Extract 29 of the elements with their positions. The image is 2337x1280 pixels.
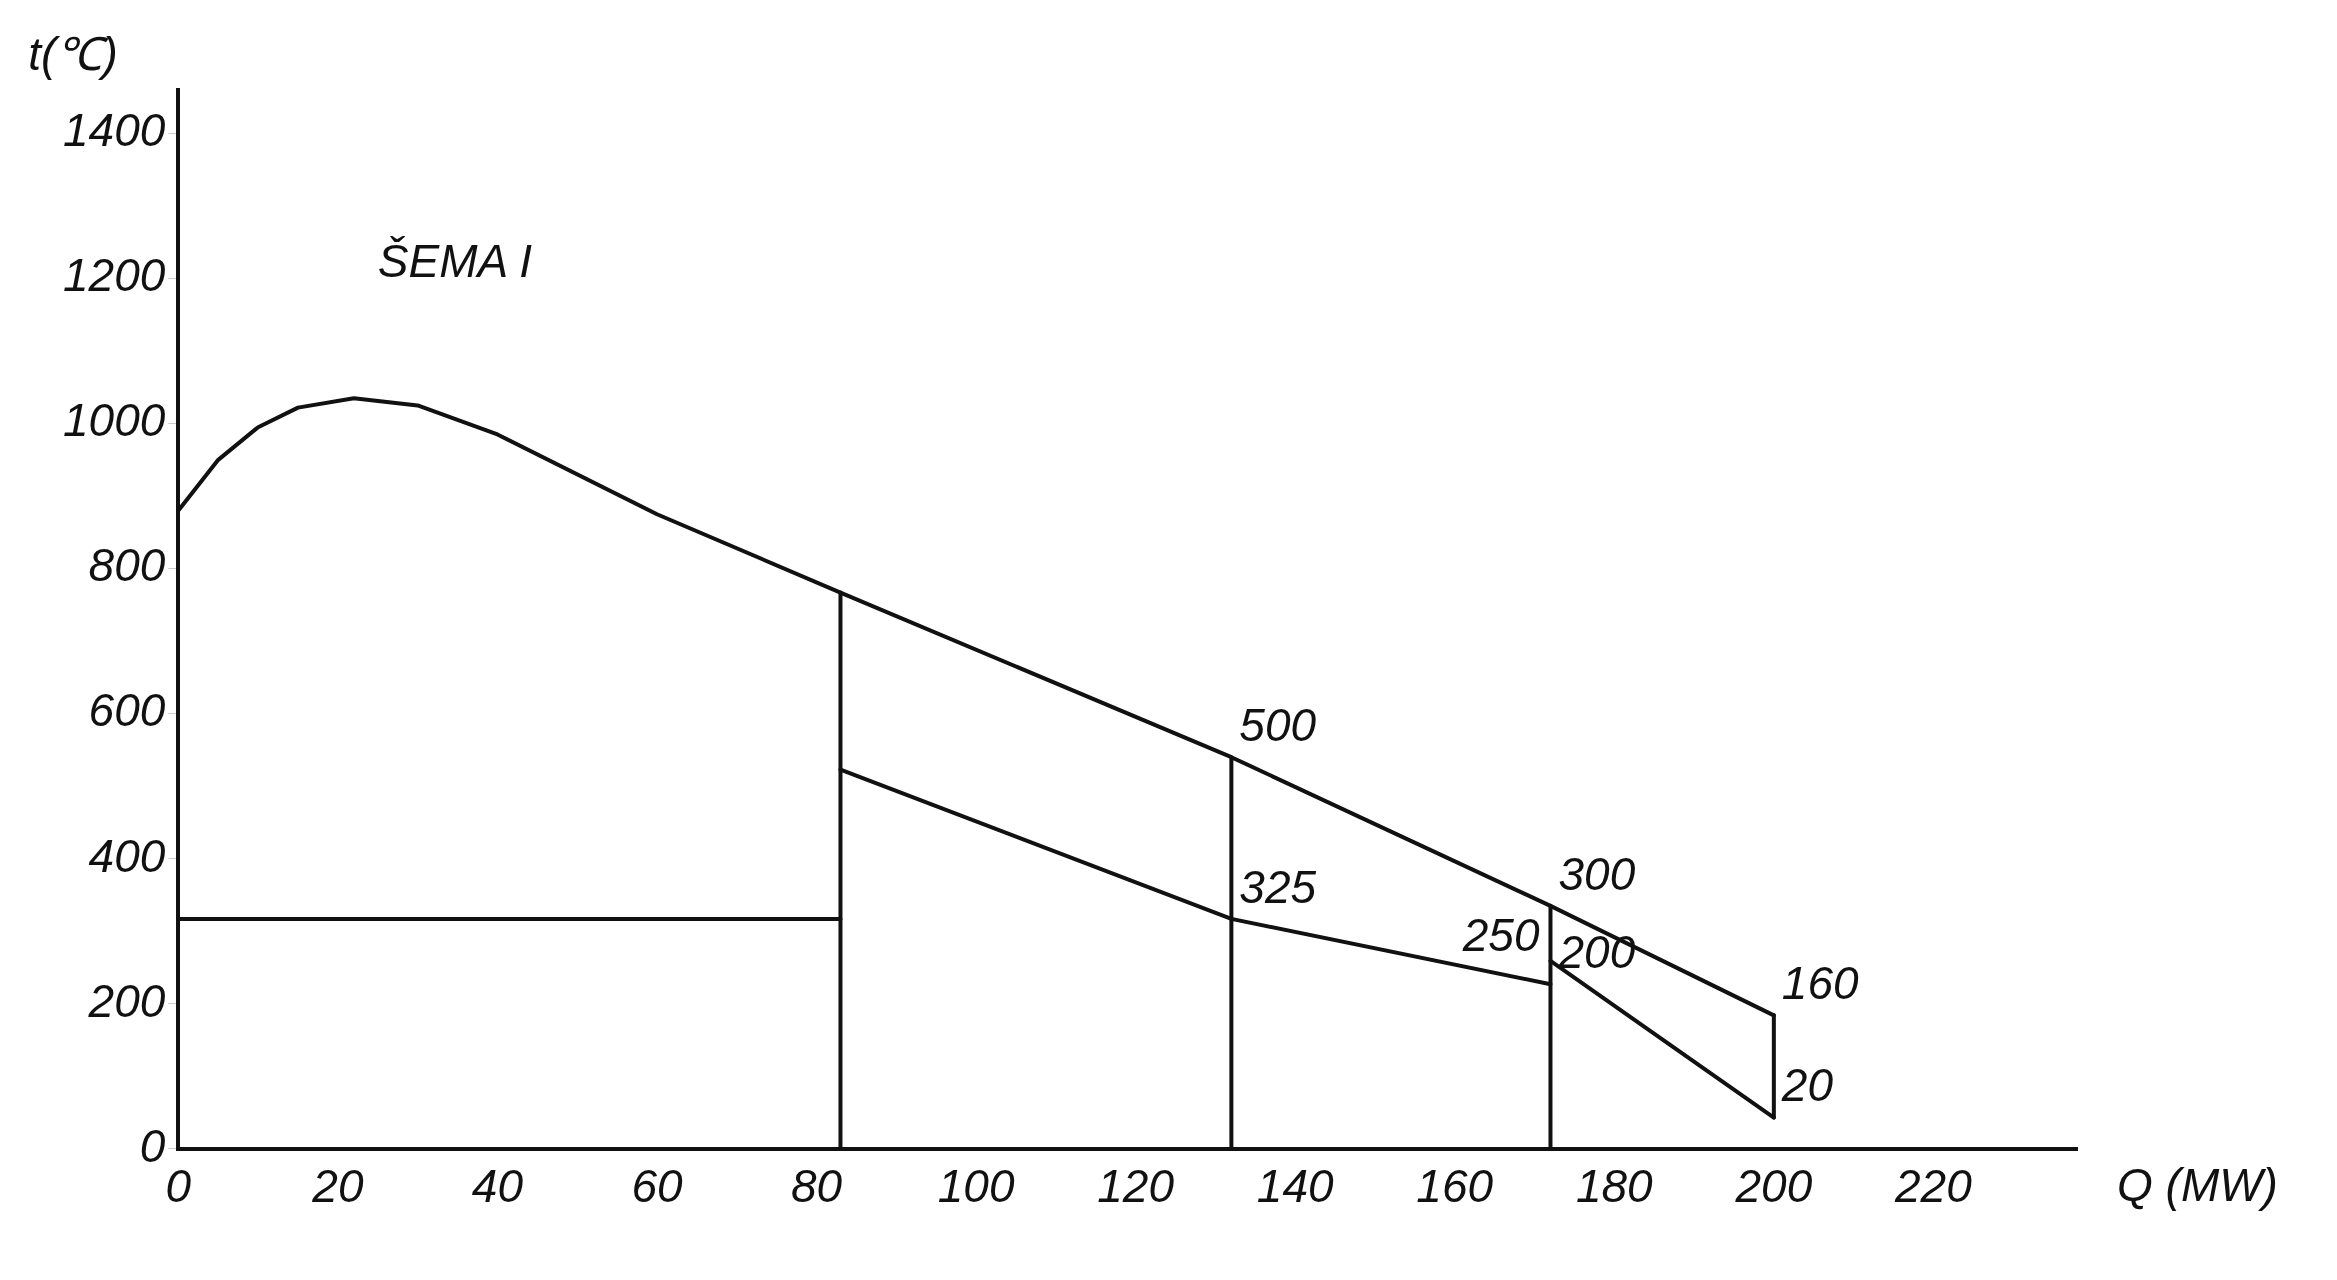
- y-tick-label: 600: [88, 684, 166, 737]
- y-tick-label: 1400: [62, 104, 166, 157]
- x-tick-label: 160: [1416, 1160, 1494, 1213]
- annotation: 200: [1557, 925, 1636, 978]
- y-tick-label: 400: [88, 829, 166, 882]
- x-tick-label: 40: [471, 1160, 524, 1213]
- annotation: 325: [1239, 860, 1317, 913]
- y-tick-label: 800: [88, 539, 166, 592]
- x-tick-label: 20: [311, 1160, 364, 1213]
- x-tick-label: 120: [1097, 1160, 1175, 1213]
- x-tick-label: 200: [1734, 1160, 1813, 1213]
- x-axis-title: Q (MW): [2117, 1158, 2278, 1211]
- text: ŠEMA I: [377, 234, 533, 287]
- y-tick-label: 1000: [62, 394, 166, 447]
- y-tick-label: 200: [87, 974, 166, 1027]
- x-tick-label: 220: [1894, 1160, 1973, 1213]
- x-tick-label: 140: [1256, 1160, 1334, 1213]
- annotation: 160: [1781, 957, 1860, 1010]
- y-tick-label: 0: [139, 1119, 166, 1172]
- x-tick-label: 100: [937, 1160, 1015, 1213]
- x-tick-label: 80: [790, 1160, 843, 1213]
- annotation: 250: [1461, 909, 1540, 962]
- x-tick-label: 180: [1575, 1160, 1654, 1213]
- annotation: 20: [1780, 1059, 1834, 1112]
- annotation: 300: [1558, 847, 1636, 900]
- x-tick-label: 60: [631, 1160, 683, 1213]
- y-axis-title: t(℃): [28, 27, 118, 80]
- y-tick-label: 1200: [62, 249, 166, 302]
- annotation: 500: [1239, 698, 1317, 751]
